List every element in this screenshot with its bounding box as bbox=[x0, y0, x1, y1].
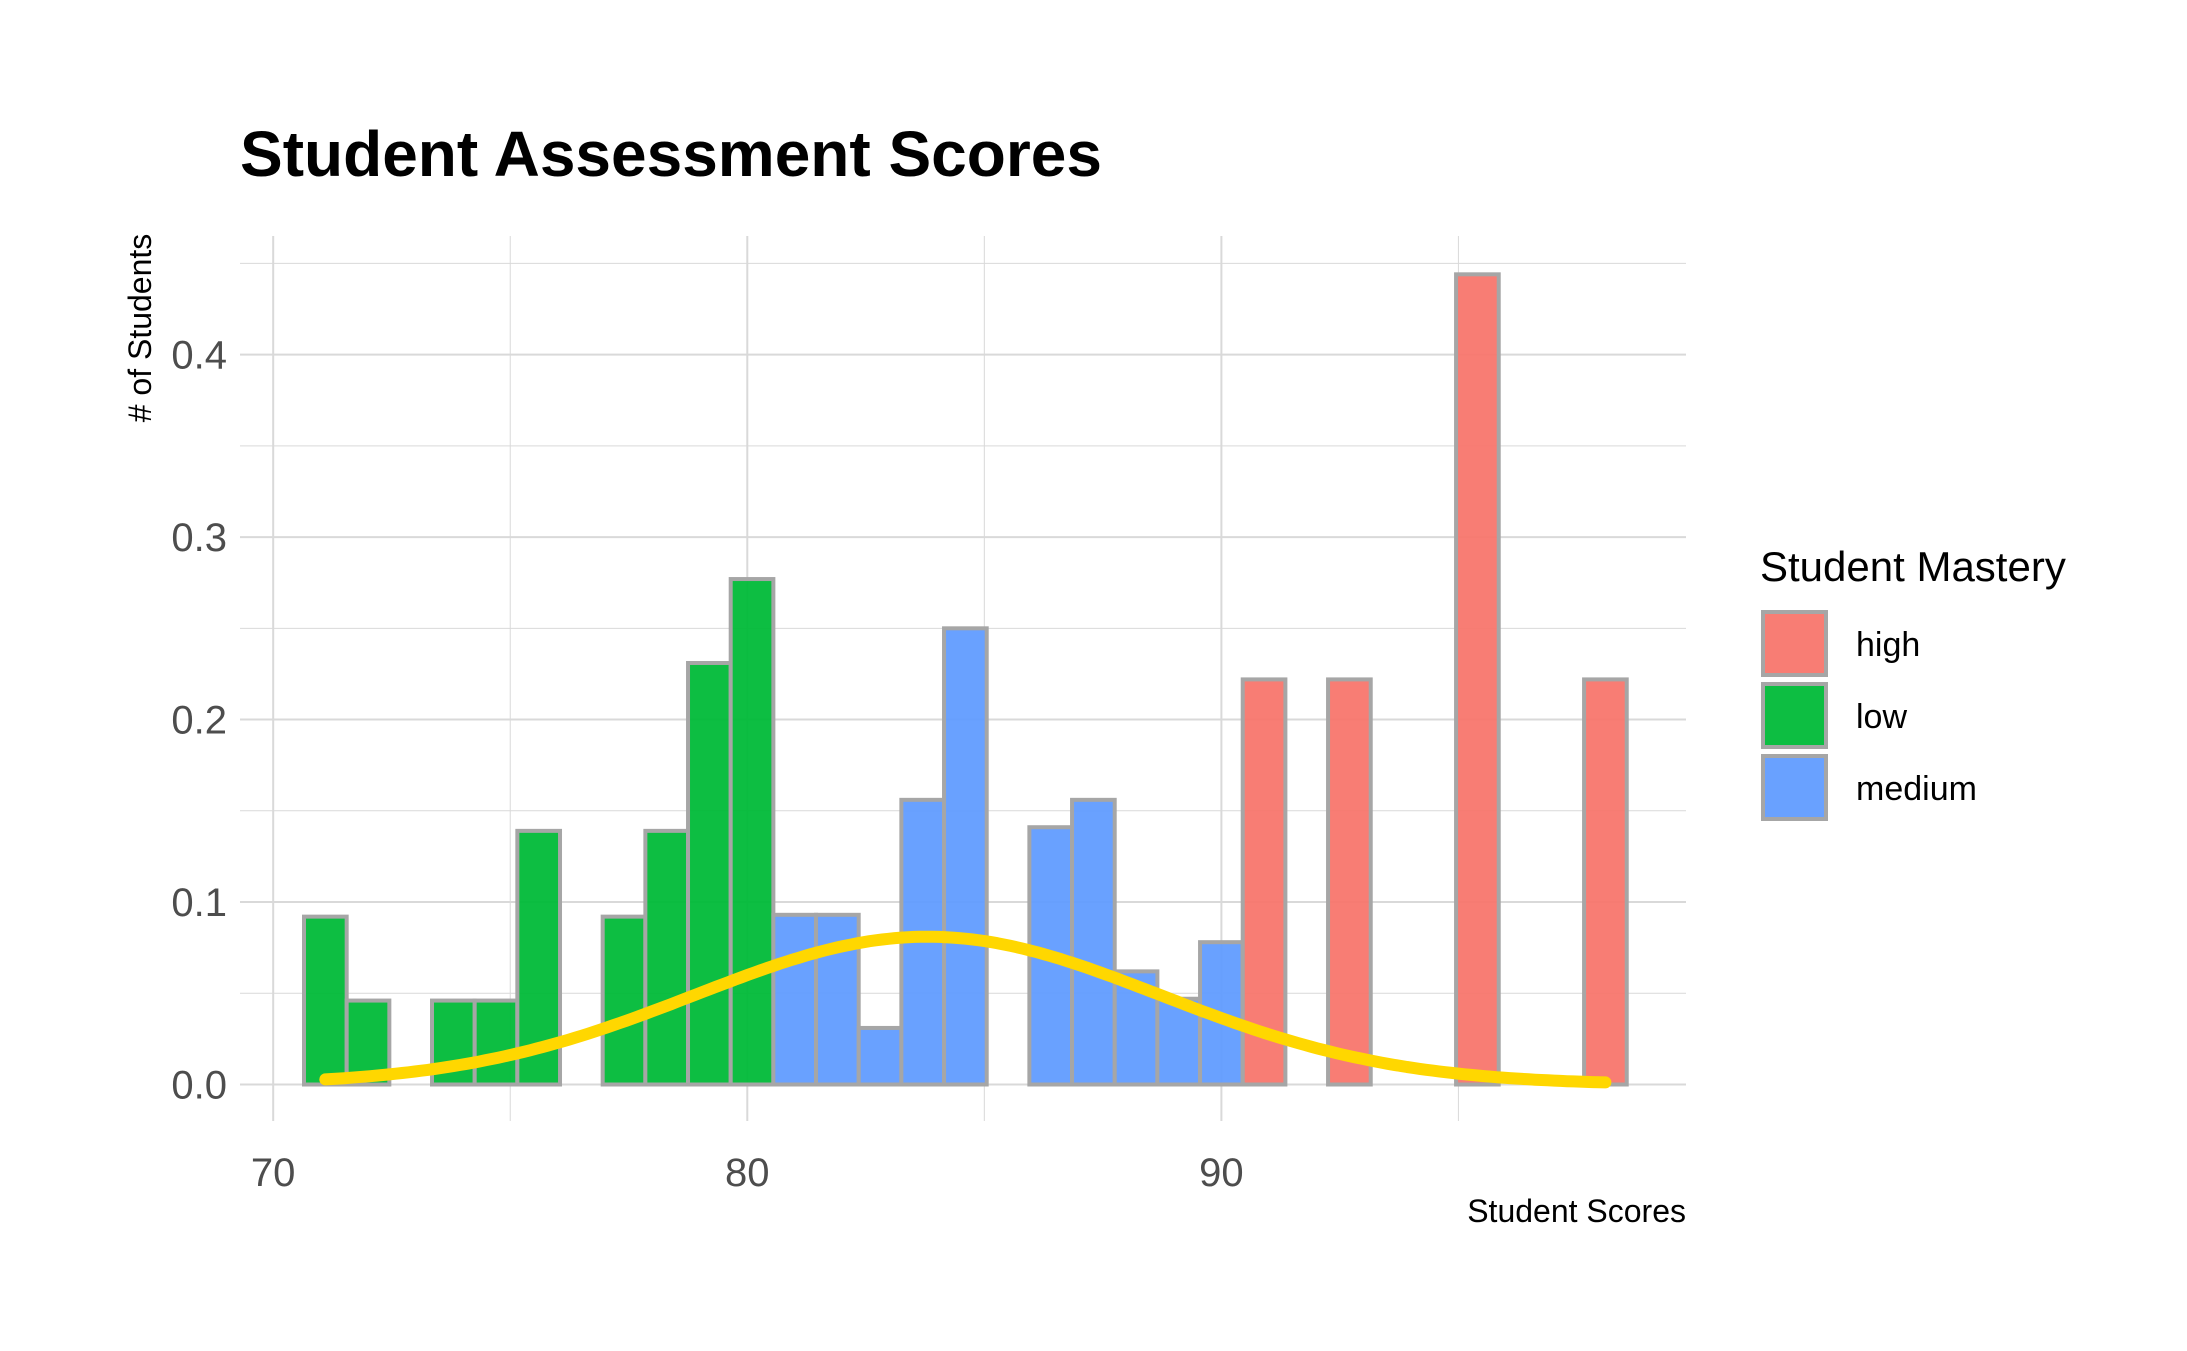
legend: Student Mastery high low medium bbox=[1760, 543, 2066, 821]
bar-low bbox=[686, 660, 733, 1087]
x-axis-ticks: 70 80 90 bbox=[251, 1151, 1244, 1195]
density-curve bbox=[319, 930, 1612, 1089]
bar-medium bbox=[1155, 996, 1203, 1087]
bar-low bbox=[643, 828, 691, 1087]
x-axis-title: Student Scores bbox=[1467, 1193, 1686, 1229]
bar-low bbox=[302, 914, 349, 1087]
bar-low bbox=[728, 577, 776, 1087]
chart-title: Student Assessment Scores bbox=[240, 118, 1102, 190]
legend-key-low bbox=[1761, 682, 1828, 749]
bar-high bbox=[1454, 272, 1501, 1087]
bar-medium bbox=[771, 912, 819, 1087]
legend-key-high bbox=[1761, 610, 1828, 677]
legend-label-low: low bbox=[1856, 698, 1907, 736]
bar-high bbox=[1240, 677, 1288, 1087]
legend-title: Student Mastery bbox=[1760, 543, 2066, 590]
density-curve-layer bbox=[319, 930, 1612, 1089]
y-tick-label: 0.3 bbox=[171, 516, 227, 560]
histogram-bars bbox=[302, 272, 1629, 1087]
x-tick-label: 70 bbox=[251, 1151, 296, 1195]
x-tick-label: 80 bbox=[725, 1151, 770, 1195]
y-tick-label: 0.2 bbox=[171, 699, 227, 743]
bar-medium bbox=[1070, 797, 1117, 1087]
y-axis-title: # of Students bbox=[122, 234, 158, 423]
y-axis-ticks: 0.0 0.1 0.2 0.3 0.4 bbox=[171, 334, 227, 1108]
y-tick-label: 0.4 bbox=[171, 334, 227, 378]
y-tick-label: 0.1 bbox=[171, 881, 227, 925]
x-tick-label: 90 bbox=[1199, 1151, 1244, 1195]
bar-low bbox=[472, 998, 520, 1087]
bar-low bbox=[600, 914, 648, 1087]
legend-label-high: high bbox=[1856, 626, 1920, 664]
bar-medium bbox=[856, 1025, 904, 1087]
bar-high bbox=[1582, 677, 1629, 1087]
bar-medium bbox=[942, 626, 989, 1087]
legend-label-medium: medium bbox=[1856, 770, 1977, 808]
legend-key-medium bbox=[1761, 754, 1828, 821]
y-tick-label: 0.0 bbox=[171, 1064, 227, 1108]
bar-high bbox=[1326, 677, 1373, 1087]
